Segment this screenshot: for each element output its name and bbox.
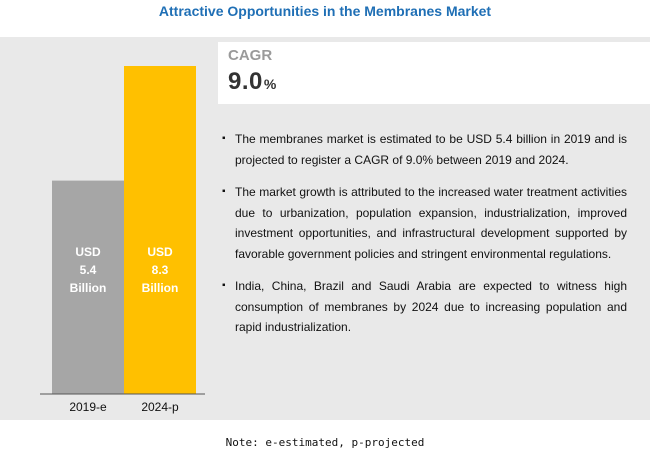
x-tick-label: 2024-p: [141, 400, 179, 414]
bar-data-label: 5.4: [80, 263, 97, 277]
bar-data-label: USD: [75, 245, 101, 259]
bar-2024-p: [124, 66, 196, 394]
bar-data-label: USD: [147, 245, 173, 259]
key-point: The market growth is attributed to the i…: [222, 182, 627, 264]
cagr-value: 9.0%: [228, 68, 277, 96]
key-points-list: The membranes market is estimated to be …: [222, 129, 627, 350]
cagr-label: CAGR: [228, 47, 273, 64]
x-tick-label: 2019-e: [69, 400, 107, 414]
footnote: Note: e-estimated, p-projected: [225, 436, 425, 449]
bar-data-label: Billion: [70, 281, 107, 295]
bar-data-label: 8.3: [152, 263, 169, 277]
cagr-unit: %: [263, 76, 277, 92]
cagr-box: [218, 42, 650, 104]
bar-2019-e: [52, 180, 124, 394]
page-title: Attractive Opportunities in the Membrane…: [158, 3, 492, 19]
key-point: India, China, Brazil and Saudi Arabia ar…: [222, 276, 627, 338]
bar-data-label: Billion: [142, 281, 179, 295]
cagr-number: 9.0: [228, 68, 263, 95]
market-size-bar-chart: USD 5.4 Billion USD 8.3 Billion 2019-e 2024-p: [40, 66, 205, 414]
key-point: The membranes market is estimated to be …: [222, 129, 627, 170]
